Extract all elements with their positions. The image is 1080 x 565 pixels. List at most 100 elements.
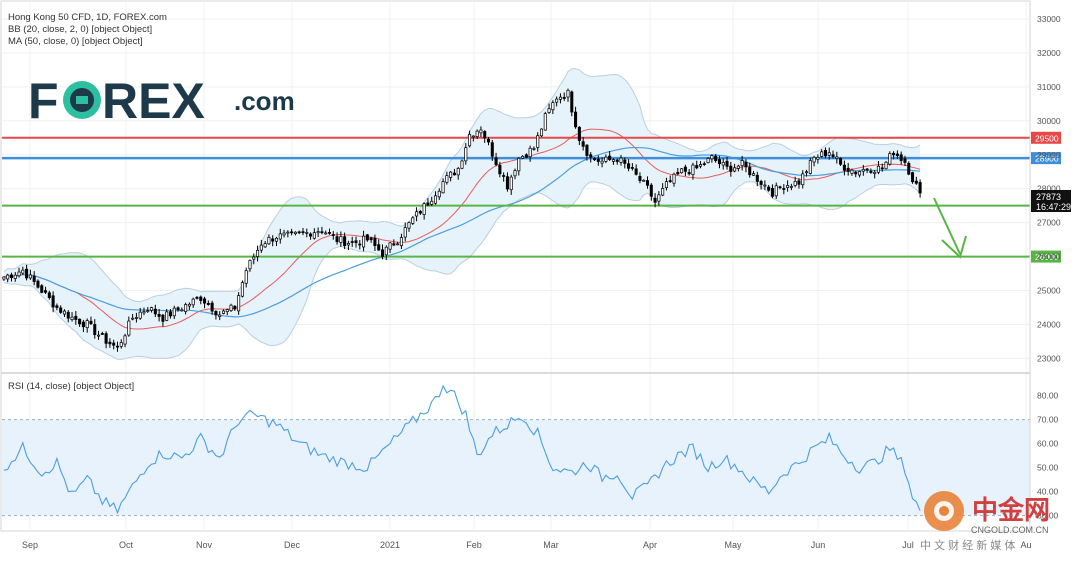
candle xyxy=(770,184,774,199)
candle xyxy=(763,180,767,190)
rsi-tick-label: 60.00 xyxy=(1037,439,1059,449)
candle xyxy=(907,161,911,176)
time-tick-label: Jul xyxy=(902,540,914,550)
candle xyxy=(596,155,600,166)
candle xyxy=(274,236,279,247)
candle xyxy=(184,302,188,315)
candle xyxy=(248,259,252,272)
candle xyxy=(820,149,824,158)
rsi-tick-label: 70.00 xyxy=(1037,415,1059,425)
candle xyxy=(721,158,725,170)
candle xyxy=(320,226,324,235)
candle xyxy=(630,163,634,171)
candle xyxy=(233,305,237,311)
candle xyxy=(399,233,403,250)
candle xyxy=(100,331,104,335)
candle xyxy=(668,175,672,183)
time-tick-label: Nov xyxy=(196,540,213,550)
candle xyxy=(884,161,888,170)
candle xyxy=(70,312,74,322)
rsi-tick-label: 30.00 xyxy=(1037,511,1059,521)
logo-suffix: .com xyxy=(234,86,295,116)
forex-logo: F REX .com xyxy=(28,73,295,129)
candle xyxy=(327,228,332,235)
candle xyxy=(240,280,244,298)
candle xyxy=(517,157,521,176)
candle xyxy=(131,313,135,321)
time-tick-label: Mar xyxy=(543,540,559,550)
arrow-shaft xyxy=(933,197,961,255)
candle xyxy=(373,234,377,252)
candle xyxy=(801,170,805,189)
candle xyxy=(483,130,487,143)
candle xyxy=(827,147,831,160)
candle xyxy=(710,154,714,163)
candle xyxy=(115,341,119,352)
candle xyxy=(835,151,839,164)
candle xyxy=(384,245,388,260)
candle xyxy=(574,106,578,129)
price-tick-label: 26000 xyxy=(1037,252,1061,262)
candle xyxy=(661,183,665,197)
candle xyxy=(899,151,903,165)
price-tick-label: 24000 xyxy=(1037,319,1061,329)
time-tick-label: Oct xyxy=(119,540,134,550)
candle xyxy=(411,216,415,225)
candle xyxy=(339,231,343,248)
candle xyxy=(180,307,184,312)
candle xyxy=(680,168,684,174)
level-label: 26000 xyxy=(1035,252,1059,262)
candle xyxy=(6,273,10,283)
logo-rex: REX xyxy=(102,73,205,129)
price-tick-label: 28000 xyxy=(1037,184,1061,194)
candle xyxy=(282,229,286,238)
ma-indicator-label[interactable]: MA (50, close, 0) [object Object] xyxy=(8,36,143,47)
candle xyxy=(744,159,748,173)
candle xyxy=(55,303,59,311)
candle xyxy=(649,183,653,201)
candle xyxy=(214,310,218,320)
candle xyxy=(774,182,778,199)
time-tick-label: Au xyxy=(1020,540,1031,550)
candle xyxy=(672,172,676,187)
candle xyxy=(498,161,502,178)
candle xyxy=(642,179,646,182)
candle xyxy=(842,160,846,176)
candle xyxy=(486,137,491,146)
candle xyxy=(104,331,108,349)
candle xyxy=(32,271,36,286)
candle xyxy=(592,157,597,161)
candle xyxy=(150,306,154,313)
candle xyxy=(751,170,756,177)
candle xyxy=(585,144,589,161)
candle xyxy=(165,308,169,322)
candle xyxy=(869,168,873,174)
candlesticks xyxy=(2,88,922,352)
candle xyxy=(17,267,21,278)
candle xyxy=(430,196,434,207)
candle xyxy=(664,177,668,191)
candle xyxy=(645,176,650,189)
candle xyxy=(733,163,737,173)
candle xyxy=(199,295,203,305)
candle xyxy=(634,164,638,176)
candle xyxy=(221,309,226,315)
price-tick-label: 25000 xyxy=(1037,286,1061,296)
bb-indicator-label[interactable]: BB (20, close, 2, 0) [object Object] xyxy=(8,24,152,35)
time-tick-label: 2021 xyxy=(380,540,400,550)
candle xyxy=(653,193,657,208)
candle xyxy=(297,230,301,235)
candle xyxy=(157,308,161,322)
price-axis: 23000 24000 25000 26000 27000 28000 29000 30000… xyxy=(1037,14,1061,521)
candle xyxy=(28,269,32,280)
candle xyxy=(850,168,854,176)
candle xyxy=(611,158,615,165)
candle xyxy=(782,184,786,195)
candle xyxy=(892,151,896,160)
rsi-indicator-label[interactable]: RSI (14, close) [object Object] xyxy=(8,381,134,392)
candle xyxy=(47,290,51,300)
candle xyxy=(59,305,63,314)
candle xyxy=(555,96,559,107)
